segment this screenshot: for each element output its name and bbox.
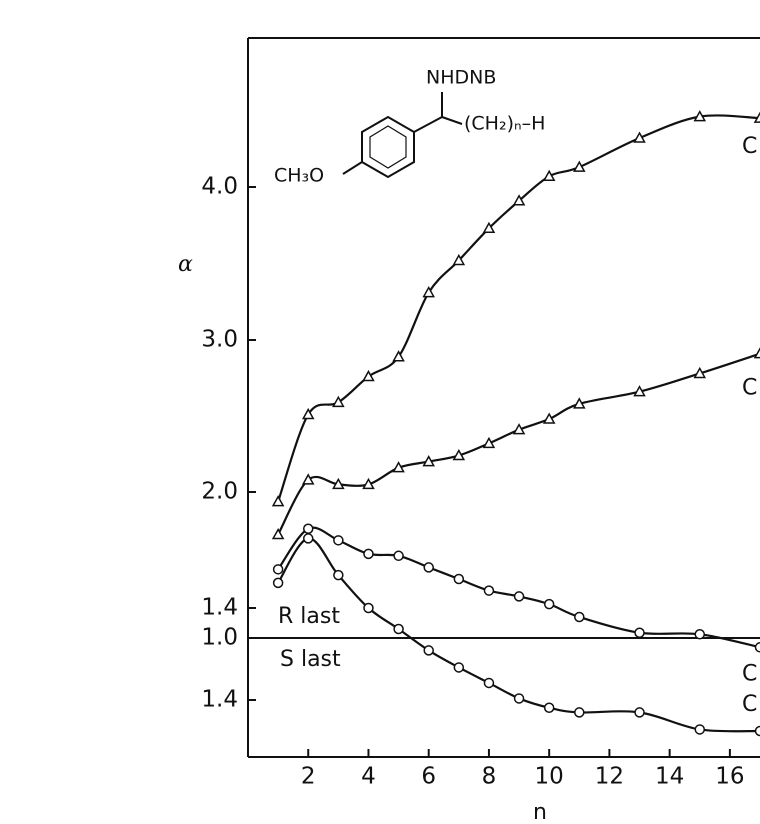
triangle-marker xyxy=(362,369,375,382)
x-tick-label: 12 xyxy=(595,764,624,790)
circle-marker xyxy=(694,629,706,640)
triangle-marker xyxy=(693,110,707,122)
circle-marker xyxy=(694,724,706,735)
y-tick-label: 1.4 xyxy=(201,687,238,713)
bond xyxy=(441,116,463,125)
circle-marker xyxy=(483,677,495,689)
circle-marker xyxy=(483,585,495,596)
circle-marker xyxy=(754,725,760,737)
triangle-marker xyxy=(271,527,285,540)
triangle-marker xyxy=(332,477,345,490)
triangle-marker xyxy=(422,455,435,467)
y-tick-label: 1.0 xyxy=(201,625,238,651)
triangle-marker xyxy=(633,131,646,143)
triangle-marker xyxy=(573,397,586,409)
x-tick-label: 14 xyxy=(655,764,684,790)
circle-marker xyxy=(363,548,374,560)
y-tick-label: 1.4 xyxy=(201,595,238,621)
benzene-inner xyxy=(369,125,407,169)
circle-marker xyxy=(634,707,645,718)
circle-marker xyxy=(453,573,465,585)
triangle-marker xyxy=(753,347,760,359)
circle-marker xyxy=(393,550,404,562)
structure-top: NHDNB xyxy=(426,67,496,89)
region-label: S last xyxy=(280,647,341,672)
triangle-marker xyxy=(301,407,315,420)
x-tick-label: 10 xyxy=(535,764,564,790)
structure-substituent: CH₃O xyxy=(274,165,324,187)
triangle-marker xyxy=(452,253,466,266)
curve-label: C xyxy=(742,692,757,717)
structure-chain: (CH₂)ₙ–H xyxy=(464,113,545,135)
circle-marker xyxy=(302,533,314,544)
curve-label: C xyxy=(742,661,757,686)
triangle-marker xyxy=(512,423,526,435)
circle-marker xyxy=(393,623,404,635)
triangle-marker xyxy=(422,286,435,298)
circle-marker xyxy=(543,598,555,610)
triangle-marker xyxy=(332,395,345,408)
bond xyxy=(413,116,443,133)
circle-marker xyxy=(574,707,585,718)
structure xyxy=(342,92,463,179)
circle-marker xyxy=(333,535,344,546)
circle-marker xyxy=(453,662,465,673)
triangle-marker xyxy=(693,366,707,379)
x-tick-label: 8 xyxy=(482,764,497,790)
curve-label: C xyxy=(742,134,757,159)
y-tick-label: 3.0 xyxy=(201,327,238,353)
y-tick-label: 2.0 xyxy=(201,479,238,505)
triangle-marker xyxy=(542,412,556,424)
x-tick-label: 16 xyxy=(715,764,744,790)
bond xyxy=(342,161,363,175)
y-tick-label: 4.0 xyxy=(201,174,238,200)
x-tick-label: 4 xyxy=(361,764,376,790)
triangle-marker xyxy=(482,436,496,449)
triangle-marker xyxy=(512,194,526,206)
triangle-marker xyxy=(753,111,760,123)
circle-marker xyxy=(634,627,645,638)
triangle-marker xyxy=(392,461,405,473)
triangle-marker xyxy=(452,448,466,461)
circle-marker xyxy=(272,577,284,589)
x-axis-label: n xyxy=(533,800,547,824)
region-label: R last xyxy=(278,604,340,629)
triangle-marker xyxy=(482,221,496,234)
circle-marker xyxy=(333,569,344,581)
circle-marker xyxy=(302,523,314,534)
y-axis-label: α xyxy=(178,252,193,277)
triangle-marker xyxy=(573,160,586,172)
circle-marker xyxy=(363,602,374,614)
circle-marker xyxy=(272,564,284,575)
x-tick-label: 6 xyxy=(421,764,436,790)
triangle-marker xyxy=(542,169,556,182)
triangle-marker xyxy=(301,473,315,485)
circle-marker xyxy=(423,562,434,573)
circle-marker xyxy=(513,591,525,602)
circle-marker xyxy=(574,611,585,623)
x-tick-label: 2 xyxy=(301,764,316,790)
curve-label: C xyxy=(742,376,757,401)
circle-marker xyxy=(423,645,434,656)
circle-marker xyxy=(513,693,525,704)
triangle-marker xyxy=(633,385,646,397)
triangle-marker xyxy=(362,477,375,490)
circle-marker xyxy=(543,702,555,713)
triangle-marker xyxy=(271,495,285,507)
circle-marker xyxy=(754,642,760,653)
triangle-marker xyxy=(392,350,405,362)
